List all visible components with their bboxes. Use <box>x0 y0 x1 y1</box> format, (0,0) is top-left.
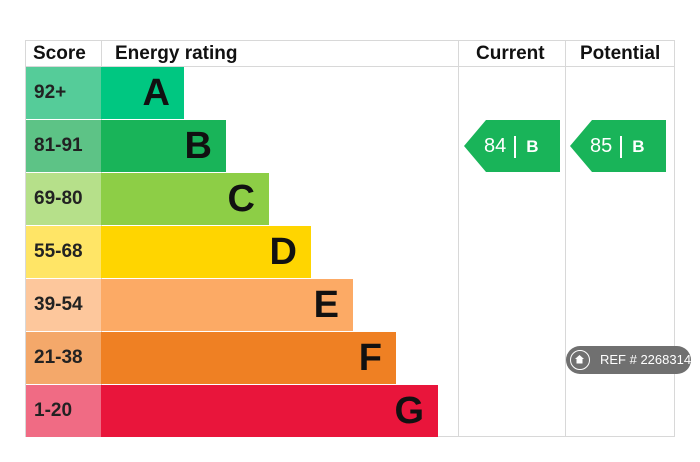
current-column-divider <box>458 40 459 437</box>
score-range-a: 92+ <box>26 67 101 119</box>
current-band: B <box>526 137 539 156</box>
current-separator <box>514 135 517 158</box>
energy-rating-header: Energy rating <box>115 43 238 64</box>
rating-bar-a: A <box>101 67 184 119</box>
score-header: Score <box>33 43 86 64</box>
home-icon <box>570 350 590 370</box>
potential-arrow-shape <box>570 120 666 172</box>
potential-separator <box>620 135 623 158</box>
current-value: 84 <box>484 135 507 157</box>
score-range-g: 1-20 <box>26 385 101 437</box>
header-divider <box>25 66 675 67</box>
potential-column-divider <box>565 40 566 437</box>
potential-header: Potential <box>580 43 661 64</box>
score-range-b: 81-91 <box>26 120 101 172</box>
score-range-f: 21-38 <box>26 332 101 384</box>
potential-rating-arrow: 85 B <box>570 120 666 172</box>
rating-bar-f: F <box>101 332 396 384</box>
potential-value: 85 <box>590 135 613 157</box>
score-range-e: 39-54 <box>26 279 101 331</box>
score-range-c: 69-80 <box>26 173 101 225</box>
potential-band: B <box>632 137 645 156</box>
current-header: Current <box>476 43 545 64</box>
rating-bar-g: G <box>101 385 438 437</box>
rating-bar-e: E <box>101 279 353 331</box>
rating-bar-b: B <box>101 120 226 172</box>
score-range-d: 55-68 <box>26 226 101 278</box>
reference-badge: REF # 2268314 <box>566 346 691 374</box>
rating-bar-d: D <box>101 226 311 278</box>
current-rating-arrow: 84 B <box>464 120 560 172</box>
rating-bar-c: C <box>101 173 269 225</box>
reference-text: REF # 2268314 <box>600 352 692 367</box>
current-arrow-shape <box>464 120 560 172</box>
